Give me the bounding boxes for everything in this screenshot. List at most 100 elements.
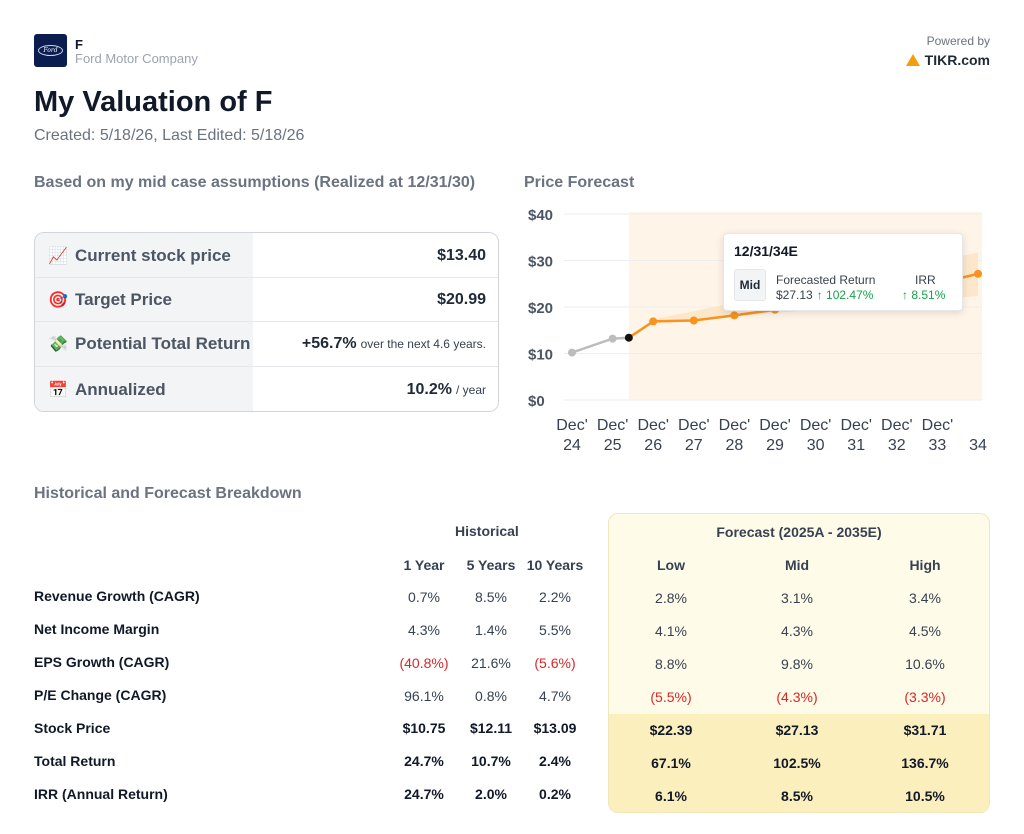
forecast-cell: $31.71 [903, 722, 947, 738]
historical-cell: (40.8%) [399, 655, 449, 671]
summary-row-annualized: 📅 Annualized 10.2% / year [35, 366, 498, 411]
summary-title: Based on my mid case assumptions (Realiz… [34, 174, 476, 191]
historical-cell: 4.7% [539, 688, 571, 704]
historical-cell: 0.8% [475, 688, 507, 704]
x-tick-label: Dec' 26 [637, 417, 669, 454]
summary-value: +56.7% [301, 335, 357, 352]
x-tick-label: Dec' 24 [556, 417, 588, 454]
summary-label: Annualized [75, 379, 166, 399]
chart-increasing-icon: 📈 [48, 247, 68, 265]
historical-cell: 21.6% [471, 655, 511, 671]
forecast-highlight-band [609, 714, 989, 812]
tooltip-case-badge: Mid [734, 269, 766, 301]
historical-cell: $12.11 [469, 720, 513, 736]
historical-cell: $10.75 [402, 720, 446, 736]
tikr-brand[interactable]: TIKR.com [905, 52, 990, 68]
historical-cell: 0.2% [539, 786, 571, 802]
historical-cell: 10.7% [471, 753, 511, 769]
historical-cell: 5.5% [539, 622, 571, 638]
row-label: Net Income Margin [34, 621, 160, 637]
company-name: Ford Motor Company [75, 51, 198, 66]
tikr-brand-label: TIKR.com [924, 52, 990, 68]
forecast-cell: 8.5% [781, 788, 813, 804]
x-tick-label: Dec' 31 [840, 417, 872, 454]
forecast-cell: 10.6% [905, 656, 945, 672]
forecast-header: Forecast (2025A - 2035E) [716, 524, 882, 540]
powered-by[interactable]: Powered by TIKR.com [905, 34, 990, 68]
summary-value-suffix: over the next 4.6 years. [360, 337, 486, 351]
forecast-panel [608, 513, 990, 813]
historical-cell: 1.4% [475, 622, 507, 638]
calendar-icon: 📅 [48, 381, 68, 399]
ford-logo: Ford [34, 34, 67, 67]
forecast-cell: 2.8% [655, 590, 687, 606]
forecast-connector [628, 320, 654, 339]
historical-cell: 4.3% [408, 622, 440, 638]
historical-point [624, 333, 633, 342]
forecast-cell: 9.8% [781, 656, 813, 672]
summary-row-current-price: 📈 Current stock price $13.40 [35, 233, 498, 278]
tooltip-price-value: $27.13 [776, 288, 813, 302]
page-title: My Valuation of F [34, 86, 273, 118]
tooltip-price: $27.13 ↑ 102.47% [776, 288, 873, 302]
x-tick-label: Dec' 30 [800, 417, 832, 454]
forecast-cell: 4.1% [655, 623, 687, 639]
summary-value: $13.40 [437, 246, 486, 264]
x-tick-label: Dec' 29 [759, 417, 791, 454]
tooltip-irr-value: ↑ 8.51% [902, 288, 946, 302]
summary-table: 📈 Current stock price $13.40 🎯 Target Pric… [34, 232, 499, 412]
historical-cell: (5.6%) [534, 655, 576, 671]
col-header-high: High [909, 557, 941, 573]
forecast-cell: $22.39 [649, 722, 693, 738]
summary-label: Target Price [75, 290, 173, 309]
forecast-point [689, 316, 698, 325]
created-edited-dates: Created: 5/18/26, Last Edited: 5/18/26 [34, 127, 305, 144]
forecast-point [730, 311, 739, 320]
col-header-low: Low [657, 557, 685, 573]
ford-logo-oval: Ford [38, 45, 63, 56]
historical-point [608, 334, 617, 343]
row-label: IRR (Annual Return) [34, 786, 168, 802]
summary-row-target-price: 🎯 Target Price $20.99 [35, 277, 498, 322]
row-label: Total Return [34, 753, 116, 769]
forecast-cell: 102.5% [773, 755, 821, 771]
forecast-cell: 136.7% [901, 755, 949, 771]
forecast-cell: 10.5% [905, 788, 945, 804]
historical-cell: 24.7% [404, 753, 444, 769]
col-header-1-year: 1 Year [403, 557, 445, 573]
historical-cell: 2.4% [539, 753, 571, 769]
summary-value: $20.99 [437, 291, 486, 308]
y-tick-label: $0 [528, 393, 545, 410]
forecast-cell: 4.3% [781, 623, 813, 639]
breakdown-title: Historical and Forecast Breakdown [34, 485, 302, 502]
forecast-cell: 67.1% [651, 755, 691, 771]
tooltip-forecasted-return-label: Forecasted Return [776, 273, 876, 287]
row-label: Stock Price [34, 720, 111, 736]
historical-header: Historical [455, 523, 519, 539]
historical-point [568, 348, 576, 357]
forecast-cell: 6.1% [655, 788, 687, 804]
x-tick-label: Dec' 25 [597, 417, 629, 454]
forecast-point [974, 269, 982, 278]
tooltip-return-value: ↑ 102.47% [816, 288, 874, 302]
summary-label: Current stock price [75, 245, 231, 265]
row-label: Revenue Growth (CAGR) [34, 588, 200, 604]
forecast-point [649, 317, 658, 326]
forecast-cell: (3.3%) [904, 689, 946, 705]
target-icon: 🎯 [48, 292, 68, 309]
col-header-10-years: 10 Years [526, 557, 584, 573]
summary-value-suffix: / year [455, 382, 486, 397]
historical-cell: 2.0% [475, 786, 507, 802]
ticker-symbol: F [75, 37, 83, 52]
forecast-cell: 3.1% [781, 590, 813, 606]
row-label: P/E Change (CAGR) [34, 687, 167, 703]
forecast-cell: $27.13 [775, 722, 819, 738]
historical-cell: 0.7% [408, 589, 440, 605]
historical-cell: 2.2% [539, 589, 571, 605]
forecast-cell: (5.5%) [650, 689, 692, 705]
summary-label: Potential Total Return [75, 334, 251, 353]
tikr-logo-icon [905, 54, 920, 66]
y-tick-label: $20 [528, 300, 553, 317]
historical-cell: $13.09 [533, 720, 577, 736]
x-tick-label: Dec' 33 [922, 417, 954, 454]
